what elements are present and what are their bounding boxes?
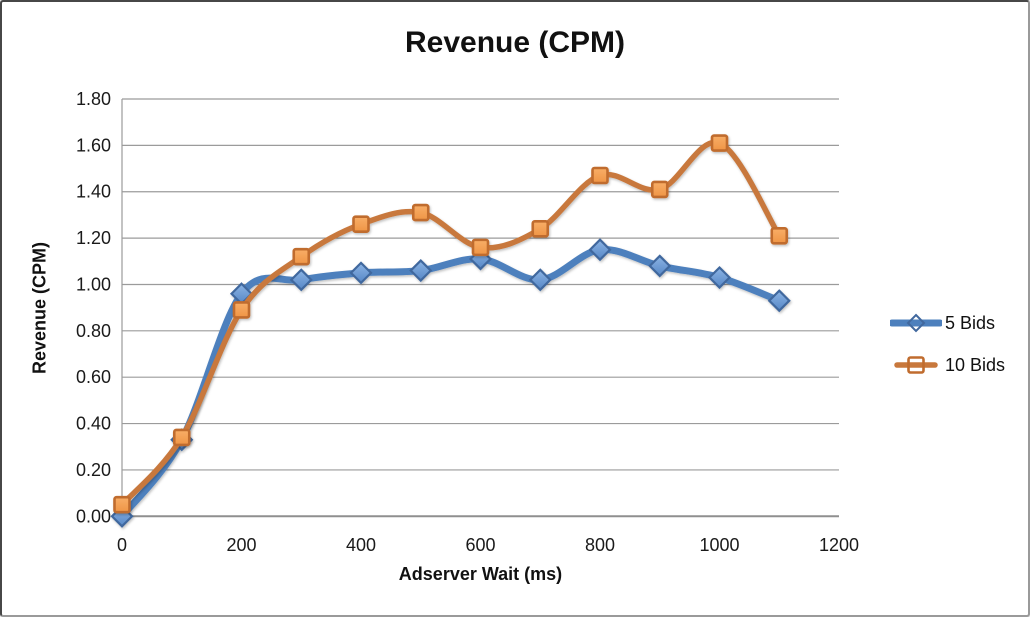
data-point-marker	[292, 247, 311, 266]
gridlines: 0.00 0.20 0.40 0.60 0.80 1.00 1.20 1.40 1.60 1.80…	[76, 89, 859, 555]
data-point-marker	[531, 220, 550, 238]
y-tick-label: 0.20	[76, 460, 111, 480]
data-point-marker	[471, 238, 490, 257]
y-tick-label: 0.80	[76, 321, 111, 341]
data-point-marker	[289, 268, 313, 292]
legend-item-5-bids: 5 Bids	[890, 310, 1025, 336]
x-tick-label: 400	[346, 535, 376, 555]
legend-label-10-bids: 10 Bids	[945, 354, 1006, 375]
chart-title: Revenue (CPM)	[404, 26, 626, 59]
data-point-marker	[411, 203, 430, 222]
line-diamond-swatch-icon	[890, 313, 942, 333]
data-point-marker	[710, 134, 729, 152]
x-tick-label: 600	[465, 535, 495, 555]
y-tick-label: 0.60	[76, 367, 111, 387]
data-point-marker	[352, 215, 370, 233]
x-tick-label: 1000	[699, 535, 739, 555]
x-tick-label: 1200	[819, 535, 859, 555]
y-tick-label: 0.00	[76, 506, 111, 526]
line-square-swatch-icon	[894, 356, 938, 374]
y-tick-label: 1.00	[76, 274, 111, 294]
x-axis-title: Adserver Wait (ms)	[398, 564, 563, 584]
x-tick-label: 0	[117, 535, 127, 555]
series-10-bids	[113, 134, 789, 514]
data-point-marker	[232, 301, 251, 319]
legend: 5 Bids 10 Bids	[890, 310, 1025, 394]
data-point-marker	[409, 259, 433, 283]
x-tick-label: 800	[585, 535, 615, 555]
x-tick-label: 200	[226, 535, 256, 555]
legend-item-10-bids: 10 Bids	[890, 352, 1025, 378]
data-point-marker	[648, 254, 672, 278]
y-tick-label: 1.60	[76, 135, 111, 155]
y-tick-label: 1.40	[76, 182, 111, 202]
y-tick-label: 1.20	[76, 228, 111, 248]
data-point-marker	[591, 166, 609, 185]
data-point-marker	[650, 180, 669, 199]
data-point-marker	[113, 495, 131, 514]
data-point-marker	[770, 226, 789, 245]
data-point-marker	[767, 289, 791, 313]
series-5-bids	[110, 238, 791, 528]
legend-label-5-bids: 5 Bids	[945, 312, 996, 333]
y-tick-label: 0.40	[76, 414, 111, 434]
data-point-marker	[707, 265, 732, 290]
data-point-marker	[172, 428, 191, 447]
data-point-marker	[588, 238, 612, 262]
data-point-marker	[349, 261, 373, 285]
data-point-marker	[528, 268, 552, 292]
y-tick-label: 1.80	[76, 89, 111, 109]
